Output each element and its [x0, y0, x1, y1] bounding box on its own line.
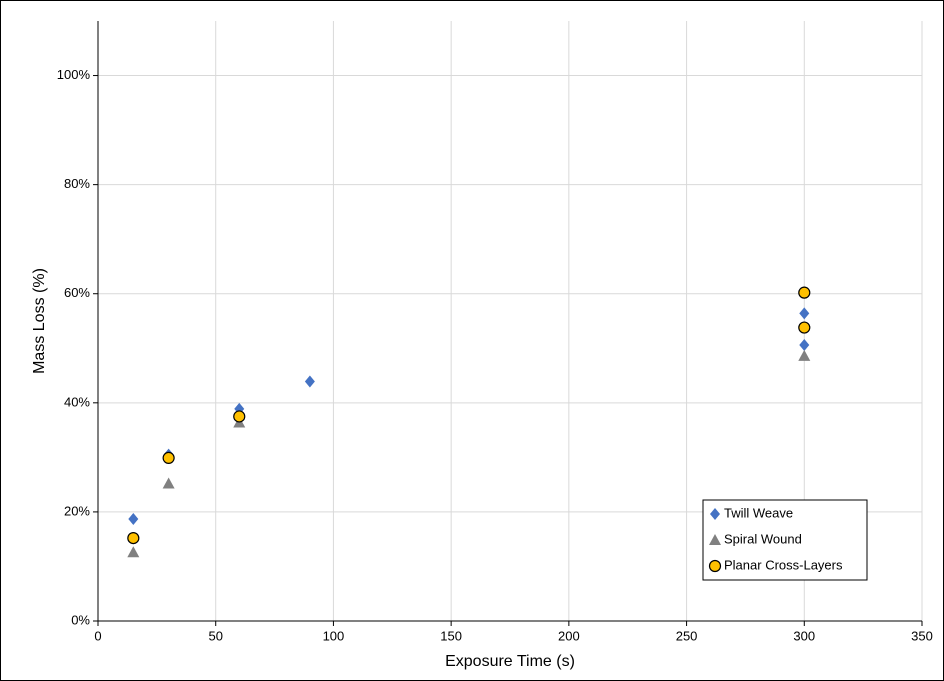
marker	[798, 321, 811, 334]
legend-label: Twill Weave	[724, 505, 793, 520]
marker	[127, 546, 140, 558]
marker	[708, 559, 722, 573]
legend-label: Spiral Wound	[724, 531, 802, 546]
marker	[798, 286, 811, 299]
x-axis-label: Exposure Time (s)	[445, 653, 575, 670]
marker	[233, 410, 246, 423]
marker	[162, 451, 175, 465]
x-tick-label: 150	[440, 628, 462, 643]
marker	[162, 477, 175, 489]
marker	[127, 531, 140, 545]
marker	[799, 339, 810, 351]
x-tick-label: 0	[94, 628, 101, 643]
y-tick-label: 0%	[71, 612, 90, 627]
marker	[799, 307, 810, 320]
x-tick-label: 300	[793, 628, 815, 643]
y-tick-label: 60%	[64, 285, 90, 300]
legend-label: Planar Cross-Layers	[724, 557, 843, 572]
marker	[710, 508, 720, 520]
marker	[709, 534, 721, 545]
marker	[304, 375, 315, 388]
x-tick-label: 200	[558, 628, 580, 643]
y-tick-label: 80%	[64, 176, 90, 191]
y-tick-label: 100%	[57, 67, 91, 82]
marker	[128, 513, 139, 525]
x-tick-label: 250	[676, 628, 698, 643]
y-axis-label: Mass Loss (%)	[31, 268, 48, 374]
legend: Twill Weave Spiral Wound Planar Cross-Laye…	[702, 499, 868, 581]
legend-box	[702, 499, 868, 581]
x-tick-label: 50	[208, 628, 222, 643]
y-tick-label: 20%	[64, 503, 90, 518]
y-tick-label: 40%	[64, 394, 90, 409]
marker	[798, 349, 811, 361]
x-tick-label: 100	[323, 628, 345, 643]
x-tick-label: 350	[911, 628, 933, 643]
